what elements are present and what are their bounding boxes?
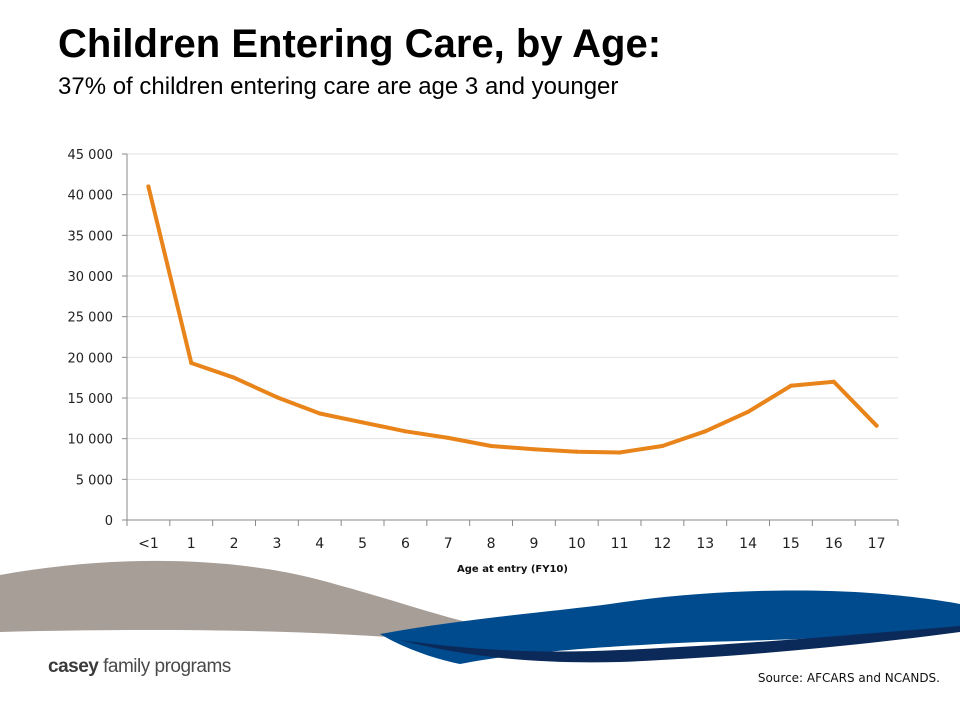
x-tick-label: 4	[315, 536, 324, 552]
data-point	[788, 383, 793, 388]
y-tick-label: 45 000	[68, 148, 114, 163]
x-tick-label: 1	[187, 536, 196, 552]
data-point	[489, 443, 494, 448]
x-tick-label: 3	[272, 536, 281, 552]
y-tick-label: 25 000	[68, 311, 114, 326]
x-tick-label: <1	[138, 536, 159, 552]
data-point	[703, 429, 708, 434]
x-tick-label: 16	[825, 536, 843, 552]
y-tick-label: 20 000	[68, 351, 114, 366]
logo-rest-text: family programs	[98, 656, 231, 677]
data-point	[403, 429, 408, 434]
source-note: Source: AFCARS and NCANDS.	[757, 671, 940, 685]
data-point	[274, 395, 279, 400]
wave-navy	[400, 626, 960, 663]
data-point	[660, 443, 665, 448]
x-tick-label: 13	[696, 536, 714, 552]
data-point	[146, 184, 151, 189]
chart-gridlines	[122, 153, 898, 521]
x-tick-label: 17	[868, 536, 886, 552]
data-point	[446, 435, 451, 440]
x-tick-label: 14	[739, 536, 757, 552]
y-tick-label: 0	[105, 514, 113, 529]
data-point	[360, 420, 365, 425]
x-tick-label: 11	[611, 536, 629, 552]
x-tick-label: 9	[529, 536, 538, 552]
wave-blue	[380, 590, 960, 664]
data-point	[232, 375, 237, 380]
x-tick-label: 8	[487, 536, 496, 552]
data-point	[317, 411, 322, 416]
y-tick-label: 5 000	[76, 473, 113, 488]
data-point	[617, 450, 622, 455]
casey-family-programs-logo: casey family programs	[48, 656, 231, 678]
page-subtitle: 37% of children entering care are age 3 …	[58, 73, 619, 100]
page-title: Children Entering Care, by Age:	[58, 22, 662, 66]
x-tick-label: 2	[230, 536, 239, 552]
data-point	[746, 409, 751, 414]
x-tick-label: 5	[358, 536, 367, 552]
series-line	[146, 184, 879, 455]
y-tick-label: 15 000	[68, 392, 114, 407]
data-point	[874, 423, 879, 428]
x-axis-title: Age at entry (FY10)	[457, 564, 568, 575]
y-tick-labels: 0 5 000 10 000 15 000 20 000 25 000 30 000 35 0…	[68, 148, 114, 529]
data-point	[531, 447, 536, 452]
decorative-wave-band	[0, 560, 960, 664]
x-tick-label: 6	[401, 536, 410, 552]
x-tick-labels: <1 1 2 3 4 5 6 7 8 9 10 11 12 13 14 15 16 17	[138, 536, 885, 552]
y-tick-label: 10 000	[68, 433, 114, 448]
series-layer	[146, 184, 879, 455]
data-point	[574, 449, 579, 454]
y-tick-label: 40 000	[68, 189, 114, 204]
chart-axes	[126, 154, 899, 526]
y-tick-label: 35 000	[68, 229, 114, 244]
wave-gray	[0, 560, 500, 640]
data-point	[189, 361, 194, 366]
x-tick-label: 15	[782, 536, 800, 552]
x-tick-label: 10	[568, 536, 586, 552]
x-tick-label: 7	[444, 536, 453, 552]
x-tick-label: 12	[654, 536, 672, 552]
y-tick-label: 30 000	[68, 270, 114, 285]
logo-bold-text: casey	[48, 656, 99, 677]
data-point	[831, 379, 836, 384]
